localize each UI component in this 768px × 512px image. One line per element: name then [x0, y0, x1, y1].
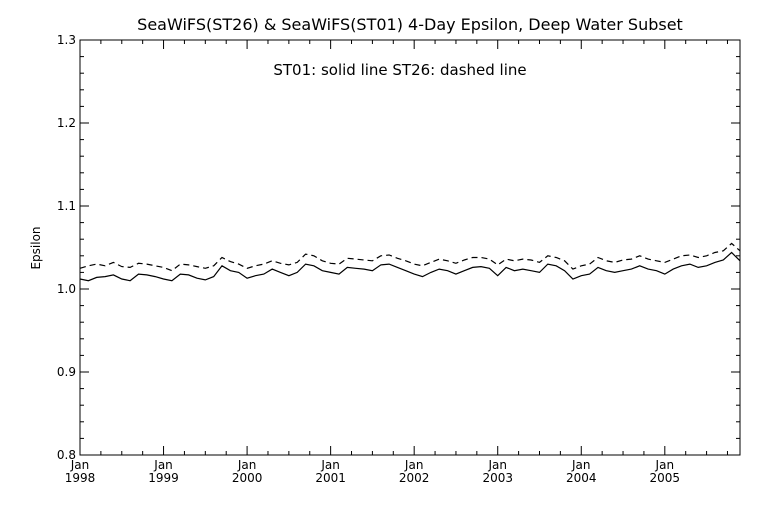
- x-tick-label-month: Jan: [487, 458, 507, 472]
- x-tick-label-year: 2005: [650, 471, 681, 485]
- x-tick-label-month: Jan: [237, 458, 257, 472]
- x-tick-label-year: 1998: [65, 471, 96, 485]
- chart-title: SeaWiFS(ST26) & SeaWiFS(ST01) 4-Day Epsi…: [137, 15, 683, 34]
- series-layer: [79, 242, 741, 282]
- y-axis: 0.8 0.9 1.0 1.1 1.2 1.3: [57, 33, 740, 462]
- y-tick-label: 1.0: [57, 282, 76, 296]
- series-line-st26: [79, 242, 741, 272]
- x-tick-label-month: Jan: [320, 458, 340, 472]
- y-tick-label: 1.1: [57, 199, 76, 213]
- y-tick-label: 1.2: [57, 116, 76, 130]
- x-tick-label-month: Jan: [70, 458, 90, 472]
- x-tick-label-month: Jan: [153, 458, 173, 472]
- x-axis: Jan1998Jan1999Jan2000Jan2001Jan2002Jan20…: [65, 40, 728, 485]
- x-tick-label-month: Jan: [655, 458, 675, 472]
- y-axis-label: Epsilon: [29, 226, 43, 269]
- plot-frame: [79, 39, 741, 456]
- series-line-st01: [79, 251, 741, 282]
- x-tick-label-year: 2002: [399, 471, 430, 485]
- x-tick-label-month: Jan: [571, 458, 591, 472]
- x-tick-label-year: 2004: [566, 471, 597, 485]
- x-tick-label-year: 1999: [148, 471, 179, 485]
- y-tick-label: 0.9: [57, 365, 76, 379]
- x-tick-label-month: Jan: [404, 458, 424, 472]
- x-tick-label-year: 2003: [482, 471, 513, 485]
- y-tick-label: 0.8: [57, 448, 76, 462]
- series-annotation: ST01: solid line ST26: dashed line: [273, 61, 526, 79]
- y-tick-label: 1.3: [57, 33, 76, 47]
- x-tick-label-year: 2000: [232, 471, 263, 485]
- x-tick-label-year: 2001: [315, 471, 346, 485]
